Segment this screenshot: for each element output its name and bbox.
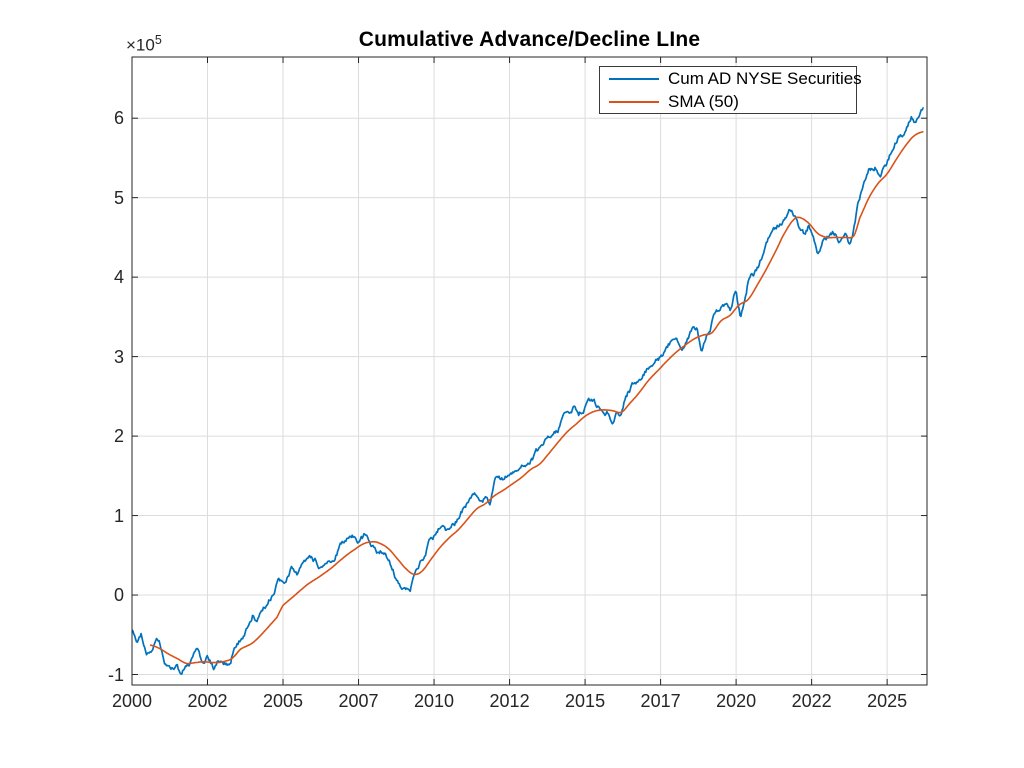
- legend-line-sample-sma: [609, 100, 659, 103]
- series-line-cum-ad: [132, 107, 925, 675]
- chart-title: Cumulative Advance/Decline LIne: [358, 28, 701, 51]
- legend-entry: SMA (50): [600, 90, 856, 113]
- y-axis-exponent-label: ×105: [126, 33, 162, 56]
- x-tick-label: 2025: [867, 691, 908, 711]
- y-tick-label: 6: [113, 108, 124, 129]
- y-tick-label: 5: [113, 187, 124, 208]
- y-tick-label: 2: [113, 426, 124, 447]
- legend-label-sma: SMA (50): [668, 91, 739, 111]
- y-tick-label: -1: [107, 664, 124, 685]
- y-tick-label: 4: [113, 267, 124, 288]
- x-tick-label: 2000: [111, 691, 153, 711]
- x-tick-label: 2017: [640, 691, 681, 711]
- legend-line-sample-cum-ad: [609, 77, 659, 80]
- y-axis-exponent-power: 5: [154, 33, 162, 47]
- x-tick-label: 2015: [565, 691, 606, 711]
- legend-label-cum-ad: Cum AD NYSE Securities: [668, 68, 862, 88]
- y-tick-label: 3: [113, 346, 124, 367]
- series-line-sma: [149, 130, 924, 665]
- x-tick-label: 2010: [414, 691, 455, 711]
- grid: [131, 57, 927, 685]
- x-tick-label: 2012: [489, 691, 530, 711]
- x-tick-label: 2020: [716, 691, 757, 711]
- axis-box: [131, 56, 928, 686]
- x-tick-label: 2022: [791, 691, 832, 711]
- legend-entry: Cum AD NYSE Securities: [600, 67, 862, 90]
- y-tick-label: 0: [113, 585, 124, 606]
- x-tick-label: 2002: [187, 691, 228, 711]
- legend: Cum AD NYSE Securities SMA (50): [599, 66, 862, 114]
- y-tick-label: 1: [113, 505, 124, 526]
- series-lines: [132, 107, 925, 675]
- x-tick-label: 2007: [338, 691, 379, 711]
- y-axis-exponent-base: ×10: [126, 35, 155, 55]
- x-tick-label: 2005: [262, 691, 304, 711]
